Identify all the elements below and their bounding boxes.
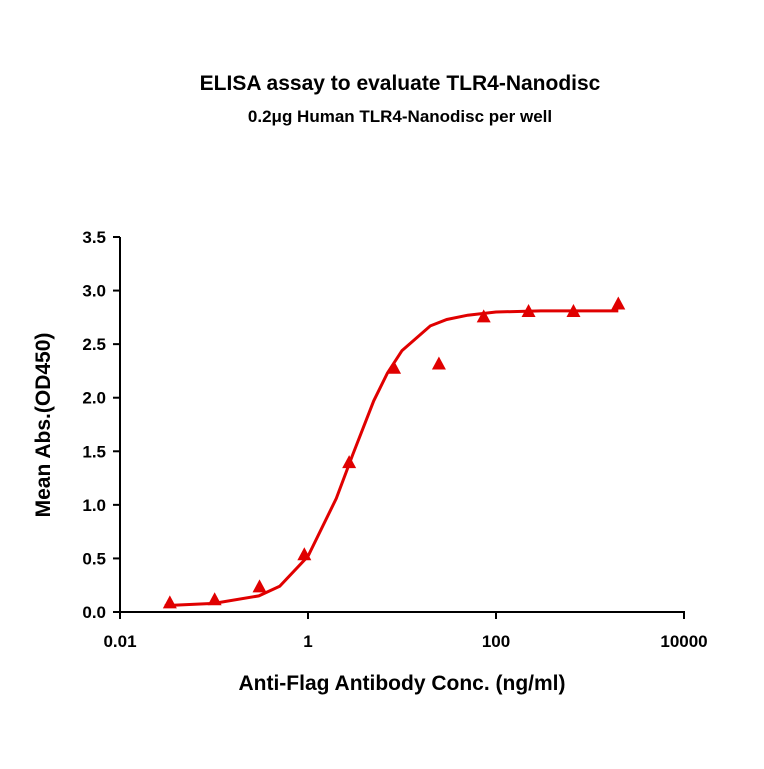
data-point (387, 360, 402, 374)
data-point (252, 579, 267, 593)
y-tick-label: 3.0 (82, 282, 106, 301)
y-tick-label: 2.5 (82, 335, 106, 354)
x-tick-label: 100 (482, 632, 510, 651)
x-tick-label: 1 (303, 632, 312, 651)
data-point (611, 296, 626, 310)
chart-title: ELISA assay to evaluate TLR4-Nanodisc (200, 72, 601, 95)
y-tick-label: 0.5 (82, 549, 106, 568)
x-axis-label: Anti-Flag Antibody Conc. (ng/ml) (238, 672, 565, 695)
y-tick-label: 1.0 (82, 496, 106, 515)
data-point (431, 356, 446, 370)
data-point (162, 595, 177, 609)
y-axis-label: Mean Abs.(OD450) (32, 333, 55, 518)
fit-curve (164, 309, 619, 608)
data-point (207, 592, 222, 606)
data-point (476, 309, 491, 323)
chart-subtitle: 0.2μg Human TLR4-Nanodisc per well (248, 107, 552, 126)
data-point (297, 547, 312, 561)
data-point (521, 304, 536, 317)
y-tick-label: 1.5 (82, 442, 106, 461)
data-point (566, 304, 581, 317)
y-tick-label: 0.0 (82, 603, 106, 622)
x-tick-label: 0.01 (103, 632, 136, 651)
data-point (342, 455, 357, 469)
y-tick-label: 2.0 (82, 389, 106, 408)
y-tick-label: 3.5 (82, 228, 106, 247)
x-tick-label: 10000 (660, 632, 707, 651)
